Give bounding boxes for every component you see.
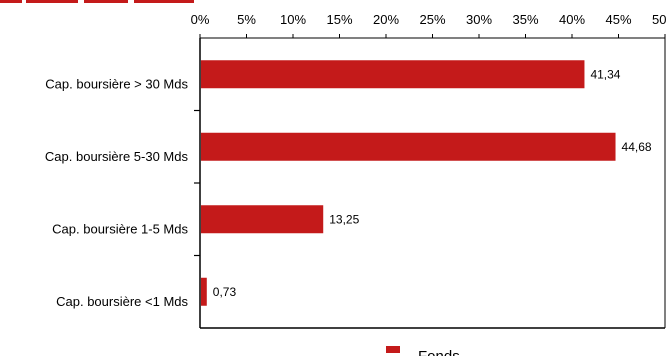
title-fragment bbox=[0, 0, 194, 3]
category-label: Cap. boursière 1-5 Mds bbox=[52, 221, 188, 236]
data-label: 44,68 bbox=[622, 140, 652, 154]
bar bbox=[201, 277, 207, 306]
title-fragment-mark bbox=[134, 0, 194, 3]
bar bbox=[201, 205, 324, 234]
x-tick-label: 0% bbox=[191, 12, 210, 27]
x-tick-label: 20% bbox=[373, 12, 399, 27]
x-tick-label: 15% bbox=[326, 12, 352, 27]
x-tick-label: 5% bbox=[237, 12, 256, 27]
bars: 41,34 44,68 13,25 0,73 bbox=[201, 60, 652, 306]
data-label: 0,73 bbox=[213, 285, 237, 299]
category-label: Cap. boursière > 30 Mds bbox=[45, 76, 188, 91]
data-label: 41,34 bbox=[590, 67, 620, 81]
title-fragment-mark bbox=[0, 0, 22, 3]
title-fragment-mark bbox=[84, 0, 128, 3]
x-tick-label: 10% bbox=[280, 12, 306, 27]
legend-swatch bbox=[386, 346, 400, 353]
x-tick-label: 25% bbox=[419, 12, 445, 27]
category-label: Cap. boursière 5-30 Mds bbox=[45, 149, 189, 164]
x-tick-label: 35% bbox=[512, 12, 538, 27]
x-tick-label: 30% bbox=[466, 12, 492, 27]
x-tick-label: 45% bbox=[605, 12, 631, 27]
bar bbox=[201, 60, 585, 89]
legend: Fonds bbox=[386, 346, 460, 356]
title-fragment-mark bbox=[26, 0, 78, 3]
category-label: Cap. boursière <1 Mds bbox=[56, 294, 188, 309]
x-axis: 0% 5% 10% 15% 20% 25% 30% 35% 40% 45% 50% bbox=[191, 12, 667, 38]
bar bbox=[201, 132, 616, 161]
data-label: 13,25 bbox=[329, 212, 359, 226]
legend-label: Fonds bbox=[418, 348, 460, 356]
x-tick-label: 40% bbox=[559, 12, 585, 27]
x-tick-label: 50% bbox=[652, 12, 667, 27]
category-axis: Cap. boursière > 30 Mds Cap. boursière 5-… bbox=[45, 76, 200, 309]
